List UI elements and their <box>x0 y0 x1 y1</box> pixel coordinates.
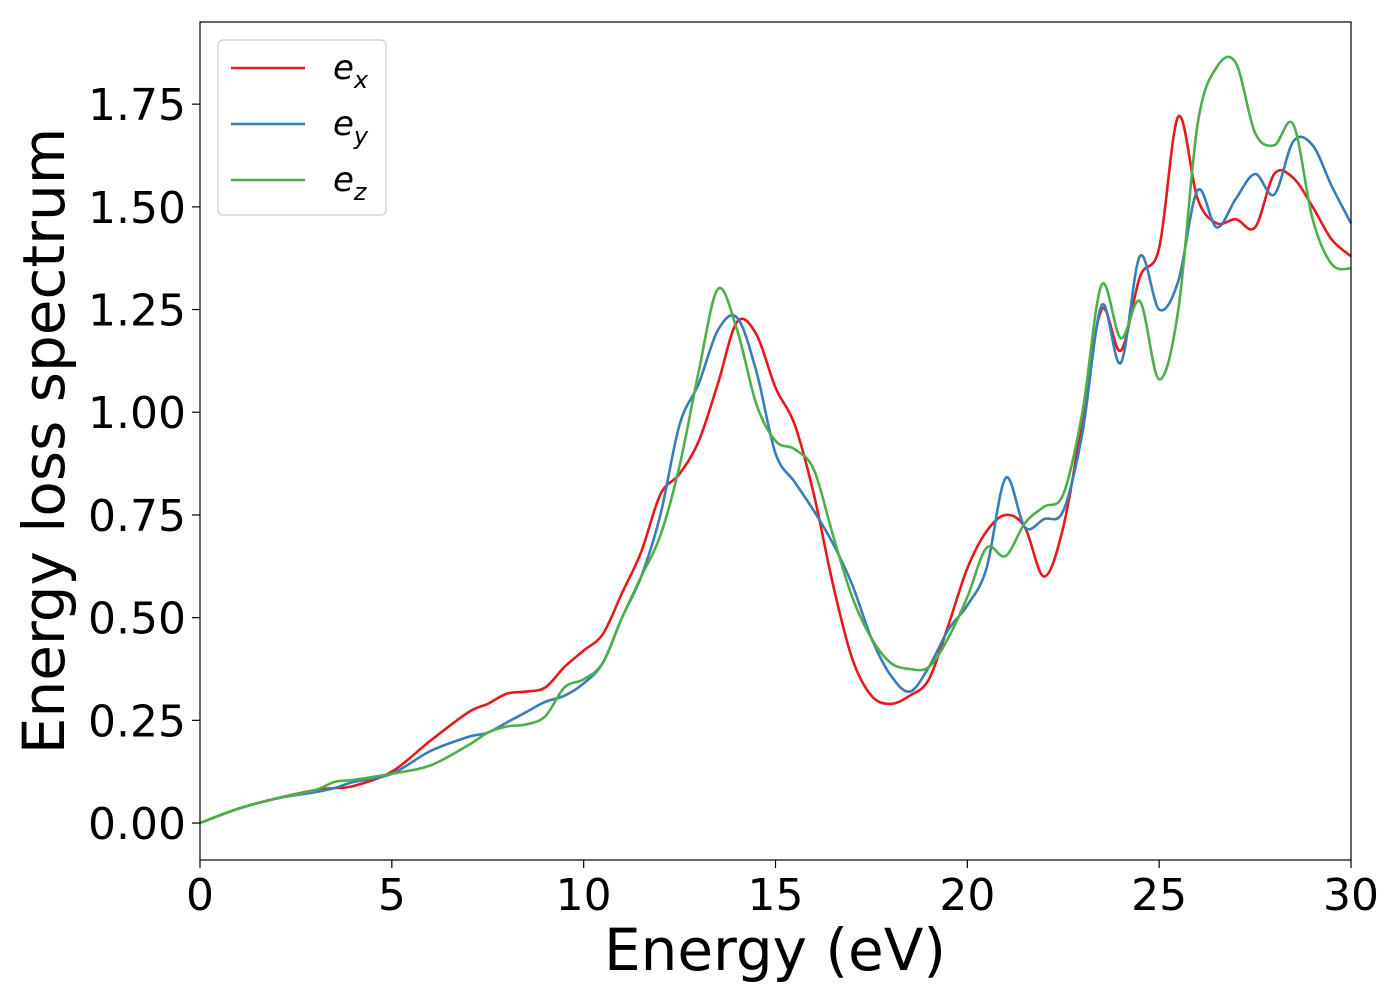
legend-label: ex <box>333 48 369 94</box>
x-axis-title: Energy (eV) <box>604 916 946 984</box>
y-tick-label: 0.00 <box>88 799 186 850</box>
x-tick-label: 10 <box>556 870 612 921</box>
x-tick-label: 30 <box>1323 870 1379 921</box>
y-tick-label: 0.25 <box>88 696 186 747</box>
legend-frame <box>217 39 387 216</box>
y-axis-ticks: 0.00 0.25 0.50 0.75 1.00 1.25 1.50 1.75 <box>88 80 200 850</box>
y-tick-label: 1.50 <box>88 183 186 234</box>
series-lines <box>199 55 1353 825</box>
x-tick-label: 15 <box>748 870 804 921</box>
legend-item-z: ez <box>231 160 368 206</box>
legend-item-y: ey <box>231 104 369 150</box>
legend-item-x: ex <box>231 48 369 94</box>
legend-label: ez <box>333 160 368 206</box>
x-tick-label: 25 <box>1131 870 1187 921</box>
y-axis-title: Energy loss spectrum <box>10 128 78 754</box>
legend: ex ey ez <box>217 39 387 216</box>
y-tick-label: 1.75 <box>88 80 186 131</box>
x-axis-ticks: 0 5 10 15 20 25 30 <box>186 860 1379 921</box>
y-tick-label: 0.75 <box>88 491 186 542</box>
x-tick-label: 5 <box>378 870 406 921</box>
x-tick-label: 0 <box>186 870 214 921</box>
y-tick-label: 1.00 <box>88 388 186 439</box>
x-tick-label: 20 <box>939 870 995 921</box>
series-line-z <box>199 55 1352 825</box>
y-tick-label: 1.25 <box>88 286 186 337</box>
series-line-x <box>199 114 1352 825</box>
legend-label: ey <box>333 104 369 150</box>
y-tick-label: 0.50 <box>88 594 186 645</box>
